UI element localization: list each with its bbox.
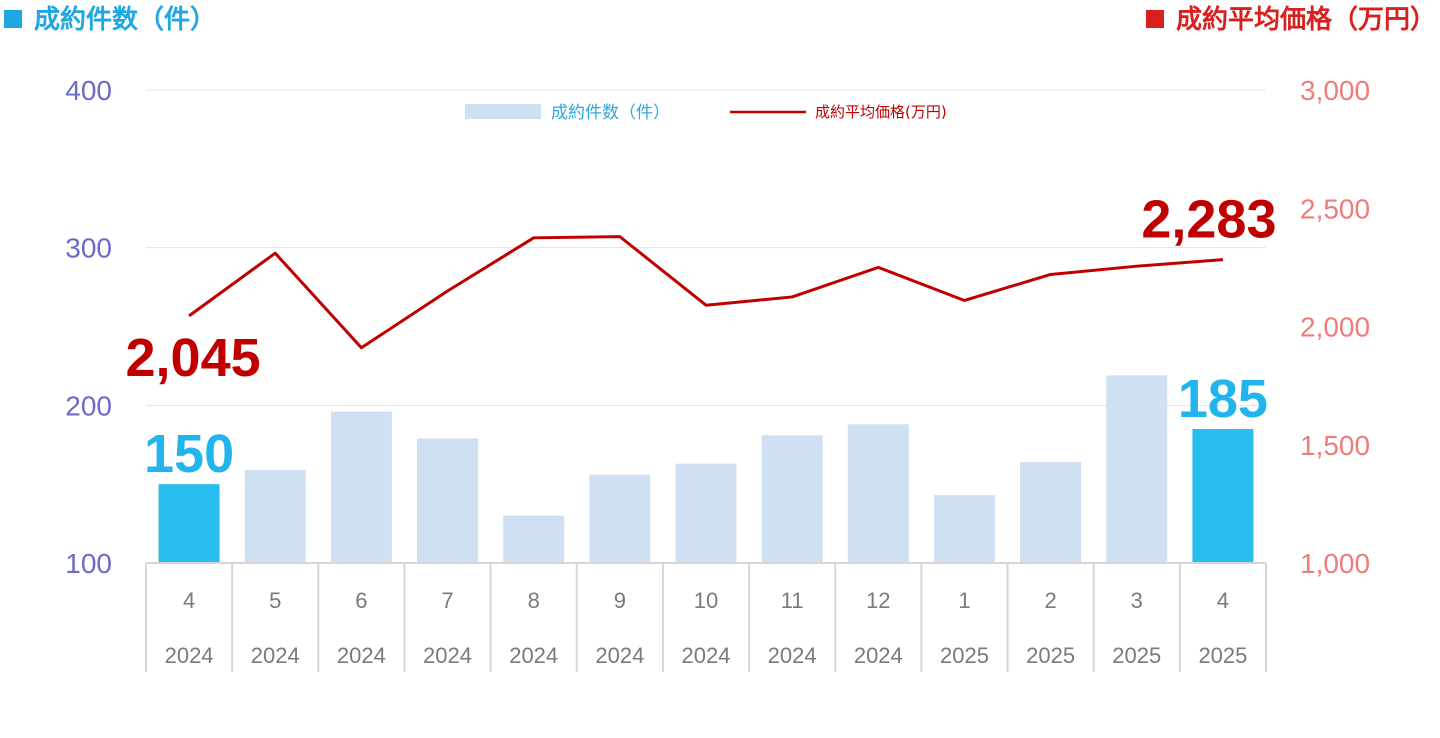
category-month-label: 4	[1217, 588, 1229, 613]
data-label: 2,283	[1141, 190, 1276, 250]
category-year-label: 2024	[165, 643, 214, 668]
legend-bar-swatch	[465, 104, 541, 119]
right-tick-label: 2,500	[1300, 193, 1370, 224]
legend-line-label: 成約平均価格(万円)	[815, 103, 947, 121]
category-month-label: 7	[441, 588, 453, 613]
left-tick-label: 300	[65, 233, 112, 264]
price-line	[188, 235, 1224, 350]
category-month-label: 4	[183, 588, 195, 613]
category-year-label: 2025	[1112, 643, 1161, 668]
left-axis-header-text: 成約件数（件）	[34, 5, 217, 35]
category-year-label: 2024	[768, 643, 817, 668]
bar	[589, 474, 651, 563]
data-label: 2,045	[126, 328, 261, 388]
left-axis-header: 成約件数（件）	[4, 2, 216, 38]
left-tick-label: 100	[65, 548, 112, 579]
legend-bar-label: 成約件数（件）	[551, 103, 670, 123]
category-axis: 4 2024 5 2024 6 2024 7 2024 8 2024 9 2024 10 2024 11 20…	[145, 562, 1267, 672]
right-axis-header: 成約平均価格（万円）	[1145, 2, 1436, 38]
category-year-label: 2025	[1026, 643, 1075, 668]
left-header-square-icon	[4, 10, 22, 28]
category-year-label: 2024	[423, 643, 472, 668]
right-tick-label: 3,000	[1300, 75, 1370, 106]
category-year-label: 2024	[854, 643, 903, 668]
category-year-label: 2025	[940, 643, 989, 668]
right-tick-label: 1,500	[1300, 430, 1370, 461]
data-label: 150	[144, 424, 234, 484]
right-axis-ticks: 1,000 1,500 2,000 2,500 3,000	[1300, 75, 1370, 579]
data-label: 185	[1178, 369, 1268, 429]
category-year-label: 2024	[251, 643, 300, 668]
bar	[330, 411, 392, 563]
bar	[1192, 428, 1254, 563]
category-month-label: 8	[528, 588, 540, 613]
category-year-label: 2024	[337, 643, 386, 668]
left-tick-label: 200	[65, 390, 112, 421]
category-month-label: 1	[958, 588, 970, 613]
category-month-label: 3	[1131, 588, 1143, 613]
category-year-label: 2024	[595, 643, 644, 668]
bar	[1106, 375, 1168, 563]
right-tick-label: 1,000	[1300, 548, 1370, 579]
category-month-label: 9	[614, 588, 626, 613]
bar	[847, 424, 909, 563]
data-annotations: 150 185 2,045 2,283	[126, 190, 1277, 485]
right-axis-header-text: 成約平均価格（万円）	[1175, 5, 1436, 35]
category-month-label: 2	[1044, 588, 1056, 613]
gridlines	[146, 89, 1266, 406]
bar	[761, 435, 823, 563]
bar	[933, 495, 995, 563]
category-month-label: 12	[866, 588, 890, 613]
category-month-label: 11	[781, 588, 804, 613]
bar-series	[158, 375, 1254, 563]
legend: 成約件数（件） 成約平均価格(万円)	[465, 103, 947, 123]
bar	[158, 484, 220, 563]
bar	[675, 463, 737, 563]
right-header-square-icon	[1145, 10, 1164, 28]
category-month-label: 6	[355, 588, 367, 613]
bar	[1020, 462, 1082, 563]
category-month-label: 10	[694, 588, 718, 613]
category-year-label: 2024	[682, 643, 731, 668]
left-axis-ticks: 100 200 300 400	[65, 75, 112, 579]
bar	[503, 515, 565, 563]
category-year-label: 2024	[509, 643, 558, 668]
category-month-label: 5	[269, 588, 281, 613]
category-year-label: 2025	[1198, 643, 1247, 668]
bar	[244, 469, 306, 563]
line-series	[188, 235, 1224, 350]
bar	[417, 438, 479, 563]
right-tick-label: 2,000	[1300, 312, 1370, 343]
left-tick-label: 400	[65, 75, 112, 106]
